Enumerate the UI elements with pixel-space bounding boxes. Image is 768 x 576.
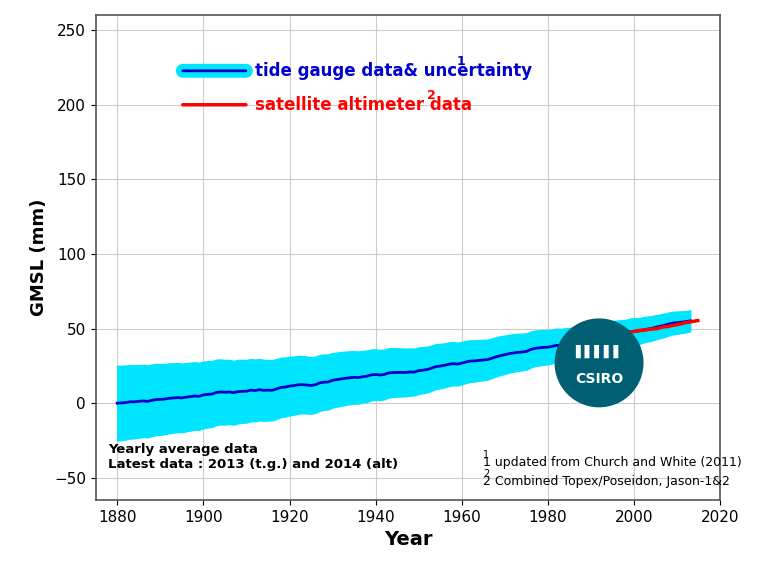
Text: 1 updated from Church and White (2011): 1 updated from Church and White (2011)	[483, 456, 742, 469]
Text: ▌▌▌▌▌: ▌▌▌▌▌	[575, 345, 623, 358]
Text: 1: 1	[456, 55, 465, 67]
Text: Yearly average data
Latest data : 2013 (t.g.) and 2014 (alt): Yearly average data Latest data : 2013 (…	[108, 443, 399, 471]
Text: CSIRO: CSIRO	[575, 373, 623, 386]
Y-axis label: GMSL (mm): GMSL (mm)	[31, 199, 48, 316]
Text: tide gauge data& uncertainty: tide gauge data& uncertainty	[255, 62, 532, 80]
Text: 2: 2	[428, 89, 436, 101]
Text: 2 Combined Topex/Poseidon, Jason-1&2: 2 Combined Topex/Poseidon, Jason-1&2	[483, 475, 730, 488]
X-axis label: Year: Year	[384, 530, 432, 550]
Text: 2: 2	[483, 469, 489, 479]
Ellipse shape	[555, 319, 643, 407]
Text: satellite altimeter data: satellite altimeter data	[255, 96, 472, 114]
Text: 1: 1	[483, 450, 489, 460]
